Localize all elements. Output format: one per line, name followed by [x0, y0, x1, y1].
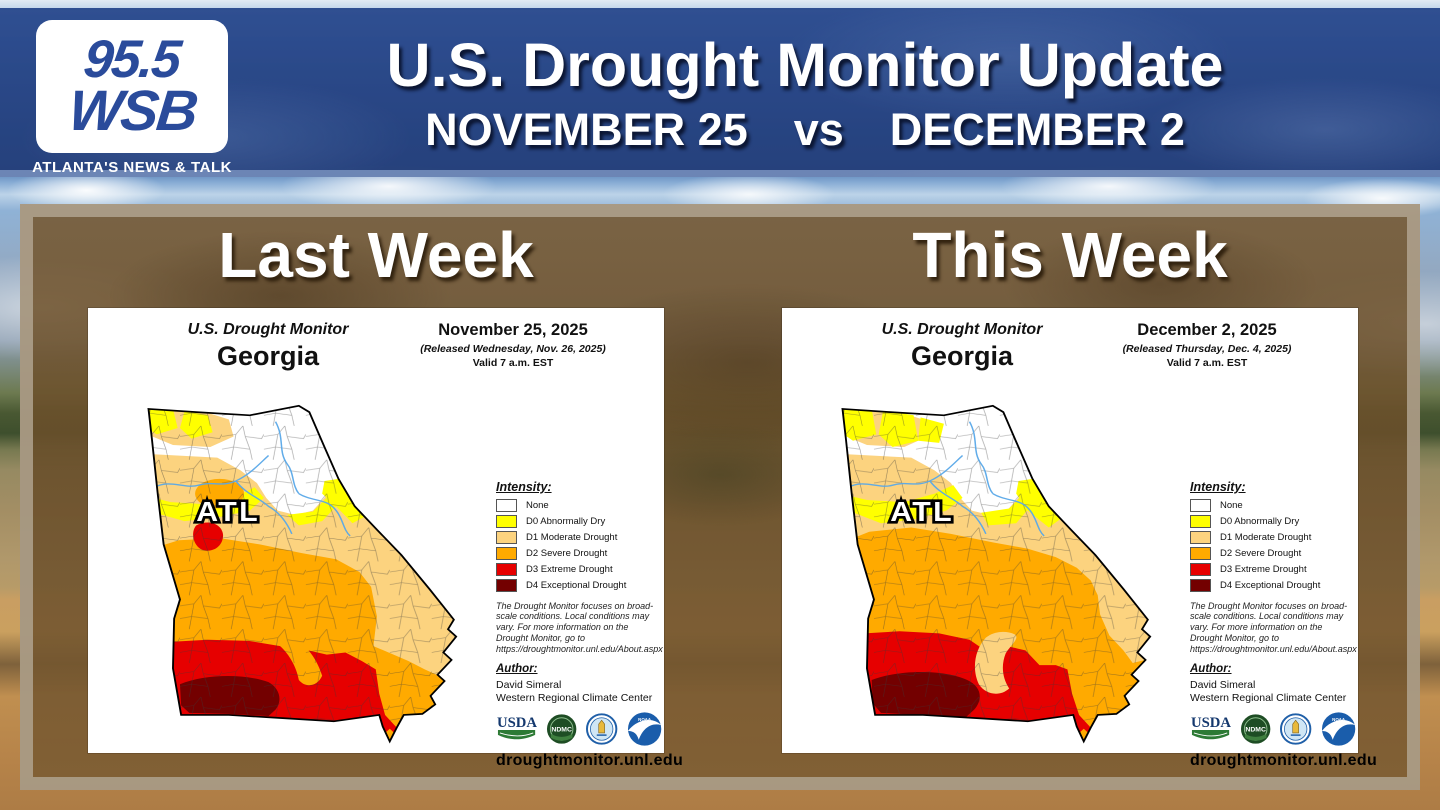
agency-logos: USDA NDMC: [1190, 711, 1356, 747]
wsb-station-logo: 95.5 WSB: [36, 20, 228, 153]
georgia-drought-map-last-week: ATL: [147, 404, 458, 744]
last-week-heading: Last Week: [218, 219, 534, 291]
author-name: David Simeral: [1190, 679, 1256, 692]
rivers: [847, 421, 1045, 537]
ndmc-logo: NDMC: [547, 714, 577, 745]
map-legend-column: Intensity: None D0 Abnormally Dry D1 Mod…: [1190, 480, 1378, 770]
map-card-date-block: December 2, 2025 (Released Thursday, Dec…: [1100, 321, 1314, 369]
d0-swatch: [496, 515, 517, 528]
d1-swatch: [496, 531, 517, 544]
station-frequency: 95.5: [81, 29, 183, 89]
agency-logos: USDA NDMC: [496, 711, 662, 747]
subtitle-date-left: NOVEMBER 25: [425, 104, 748, 155]
noaa-logo: NOAA: [1321, 712, 1356, 747]
map-date: November 25, 2025: [438, 321, 588, 339]
rivers: [153, 421, 351, 537]
subtitle-date-right: DECEMBER 2: [889, 104, 1185, 155]
legend-row: None: [1190, 499, 1356, 512]
map-released-date: (Released Wednesday, Nov. 26, 2025): [420, 343, 606, 355]
county-lines: [842, 405, 1151, 742]
usda-logo: USDA: [497, 716, 537, 740]
none-swatch: [1190, 499, 1211, 512]
banner-titles: U.S. Drought Monitor Update NOVEMBER 25 …: [235, 30, 1375, 156]
svg-text:NDMC: NDMC: [1246, 727, 1267, 734]
legend-row: D2 Severe Drought: [1190, 547, 1356, 560]
legend-row: D4 Exceptional Drought: [1190, 579, 1356, 592]
d3-swatch: [1190, 563, 1211, 576]
last-week-map-card: U.S. Drought Monitor Georgia November 25…: [88, 308, 683, 769]
legend-row: D1 Moderate Drought: [1190, 531, 1356, 544]
station-callsign: WSB: [65, 78, 199, 143]
georgia-drought-map-this-week: ATL: [841, 404, 1152, 744]
disclaimer-text: The Drought Monitor focuses on broad-sca…: [496, 600, 663, 654]
d3-swatch: [496, 563, 517, 576]
svg-text:NDMC: NDMC: [552, 727, 573, 734]
atlanta-label: ATL: [890, 497, 954, 527]
author-heading: Author:: [496, 663, 538, 676]
noaa-logo: NOAA: [627, 712, 662, 747]
map-card-date-block: November 25, 2025 (Released Wednesday, N…: [406, 321, 620, 369]
map-valid-time: Valid 7 a.m. EST: [1166, 357, 1248, 369]
d2-swatch: [1190, 547, 1211, 560]
legend-row: D3 Extreme Drought: [496, 563, 662, 576]
usda-logo: USDA: [1191, 716, 1231, 740]
page-title: U.S. Drought Monitor Update: [386, 31, 1224, 99]
legend-row: D3 Extreme Drought: [1190, 563, 1356, 576]
legend-heading: Intensity:: [496, 480, 552, 494]
svg-text:USDA: USDA: [497, 716, 537, 732]
disclaimer-text: The Drought Monitor focuses on broad-sca…: [1190, 600, 1357, 654]
d1-swatch: [1190, 531, 1211, 544]
state-border: [841, 404, 1152, 744]
d4-swatch: [1190, 579, 1211, 592]
map-legend-column: Intensity: None D0 Abnormally Dry D1 Mod…: [496, 480, 684, 770]
droughtmonitor-url: droughtmonitor.unl.edu: [1190, 752, 1378, 770]
legend-row: D4 Exceptional Drought: [496, 579, 662, 592]
droughtmonitor-url: droughtmonitor.unl.edu: [496, 752, 684, 770]
legend-heading: Intensity:: [1190, 480, 1246, 494]
subtitle-vs: vs: [793, 104, 844, 155]
legend-row: D2 Severe Drought: [496, 547, 662, 560]
d4-swatch: [496, 579, 517, 592]
commerce-logo: [1280, 713, 1312, 746]
author-heading: Author:: [1190, 663, 1232, 676]
title-banner: 95.5 WSB ATLANTA'S NEWS & TALK U.S. Drou…: [0, 8, 1440, 177]
map-date: December 2, 2025: [1137, 321, 1277, 339]
state-border: [147, 404, 458, 744]
author-org: Western Regional Climate Center: [1190, 692, 1347, 705]
author-name: David Simeral: [496, 679, 562, 692]
commerce-logo: [586, 713, 618, 746]
this-week-heading: This Week: [912, 219, 1228, 291]
map-card-title-block: U.S. Drought Monitor Georgia: [810, 321, 1114, 372]
usdm-title: U.S. Drought Monitor: [881, 321, 1043, 338]
state-name: Georgia: [216, 341, 320, 371]
d2-swatch: [496, 547, 517, 560]
state-name: Georgia: [910, 341, 1014, 371]
county-lines: [148, 405, 457, 742]
svg-text:USDA: USDA: [1191, 716, 1231, 732]
author-org: Western Regional Climate Center: [496, 692, 653, 705]
station-tagline: ATLANTA'S NEWS & TALK: [32, 159, 232, 176]
this-week-map-card: U.S. Drought Monitor Georgia December 2,…: [782, 308, 1377, 769]
legend-row: None: [496, 499, 662, 512]
map-card-title-block: U.S. Drought Monitor Georgia: [116, 321, 420, 372]
ndmc-logo: NDMC: [1241, 714, 1271, 745]
date-comparison-subtitle: NOVEMBER 25 vs DECEMBER 2: [235, 104, 1375, 156]
map-released-date: (Released Thursday, Dec. 4, 2025): [1122, 343, 1292, 355]
usdm-title: U.S. Drought Monitor: [187, 321, 349, 338]
d0-swatch: [1190, 515, 1211, 528]
none-swatch: [496, 499, 517, 512]
legend-row: D1 Moderate Drought: [496, 531, 662, 544]
atlanta-label: ATL: [196, 497, 260, 527]
svg-text:NOAA: NOAA: [1332, 718, 1346, 723]
map-valid-time: Valid 7 a.m. EST: [472, 357, 554, 369]
svg-text:NOAA: NOAA: [638, 718, 652, 723]
legend-row: D0 Abnormally Dry: [496, 515, 662, 528]
legend-row: D0 Abnormally Dry: [1190, 515, 1356, 528]
